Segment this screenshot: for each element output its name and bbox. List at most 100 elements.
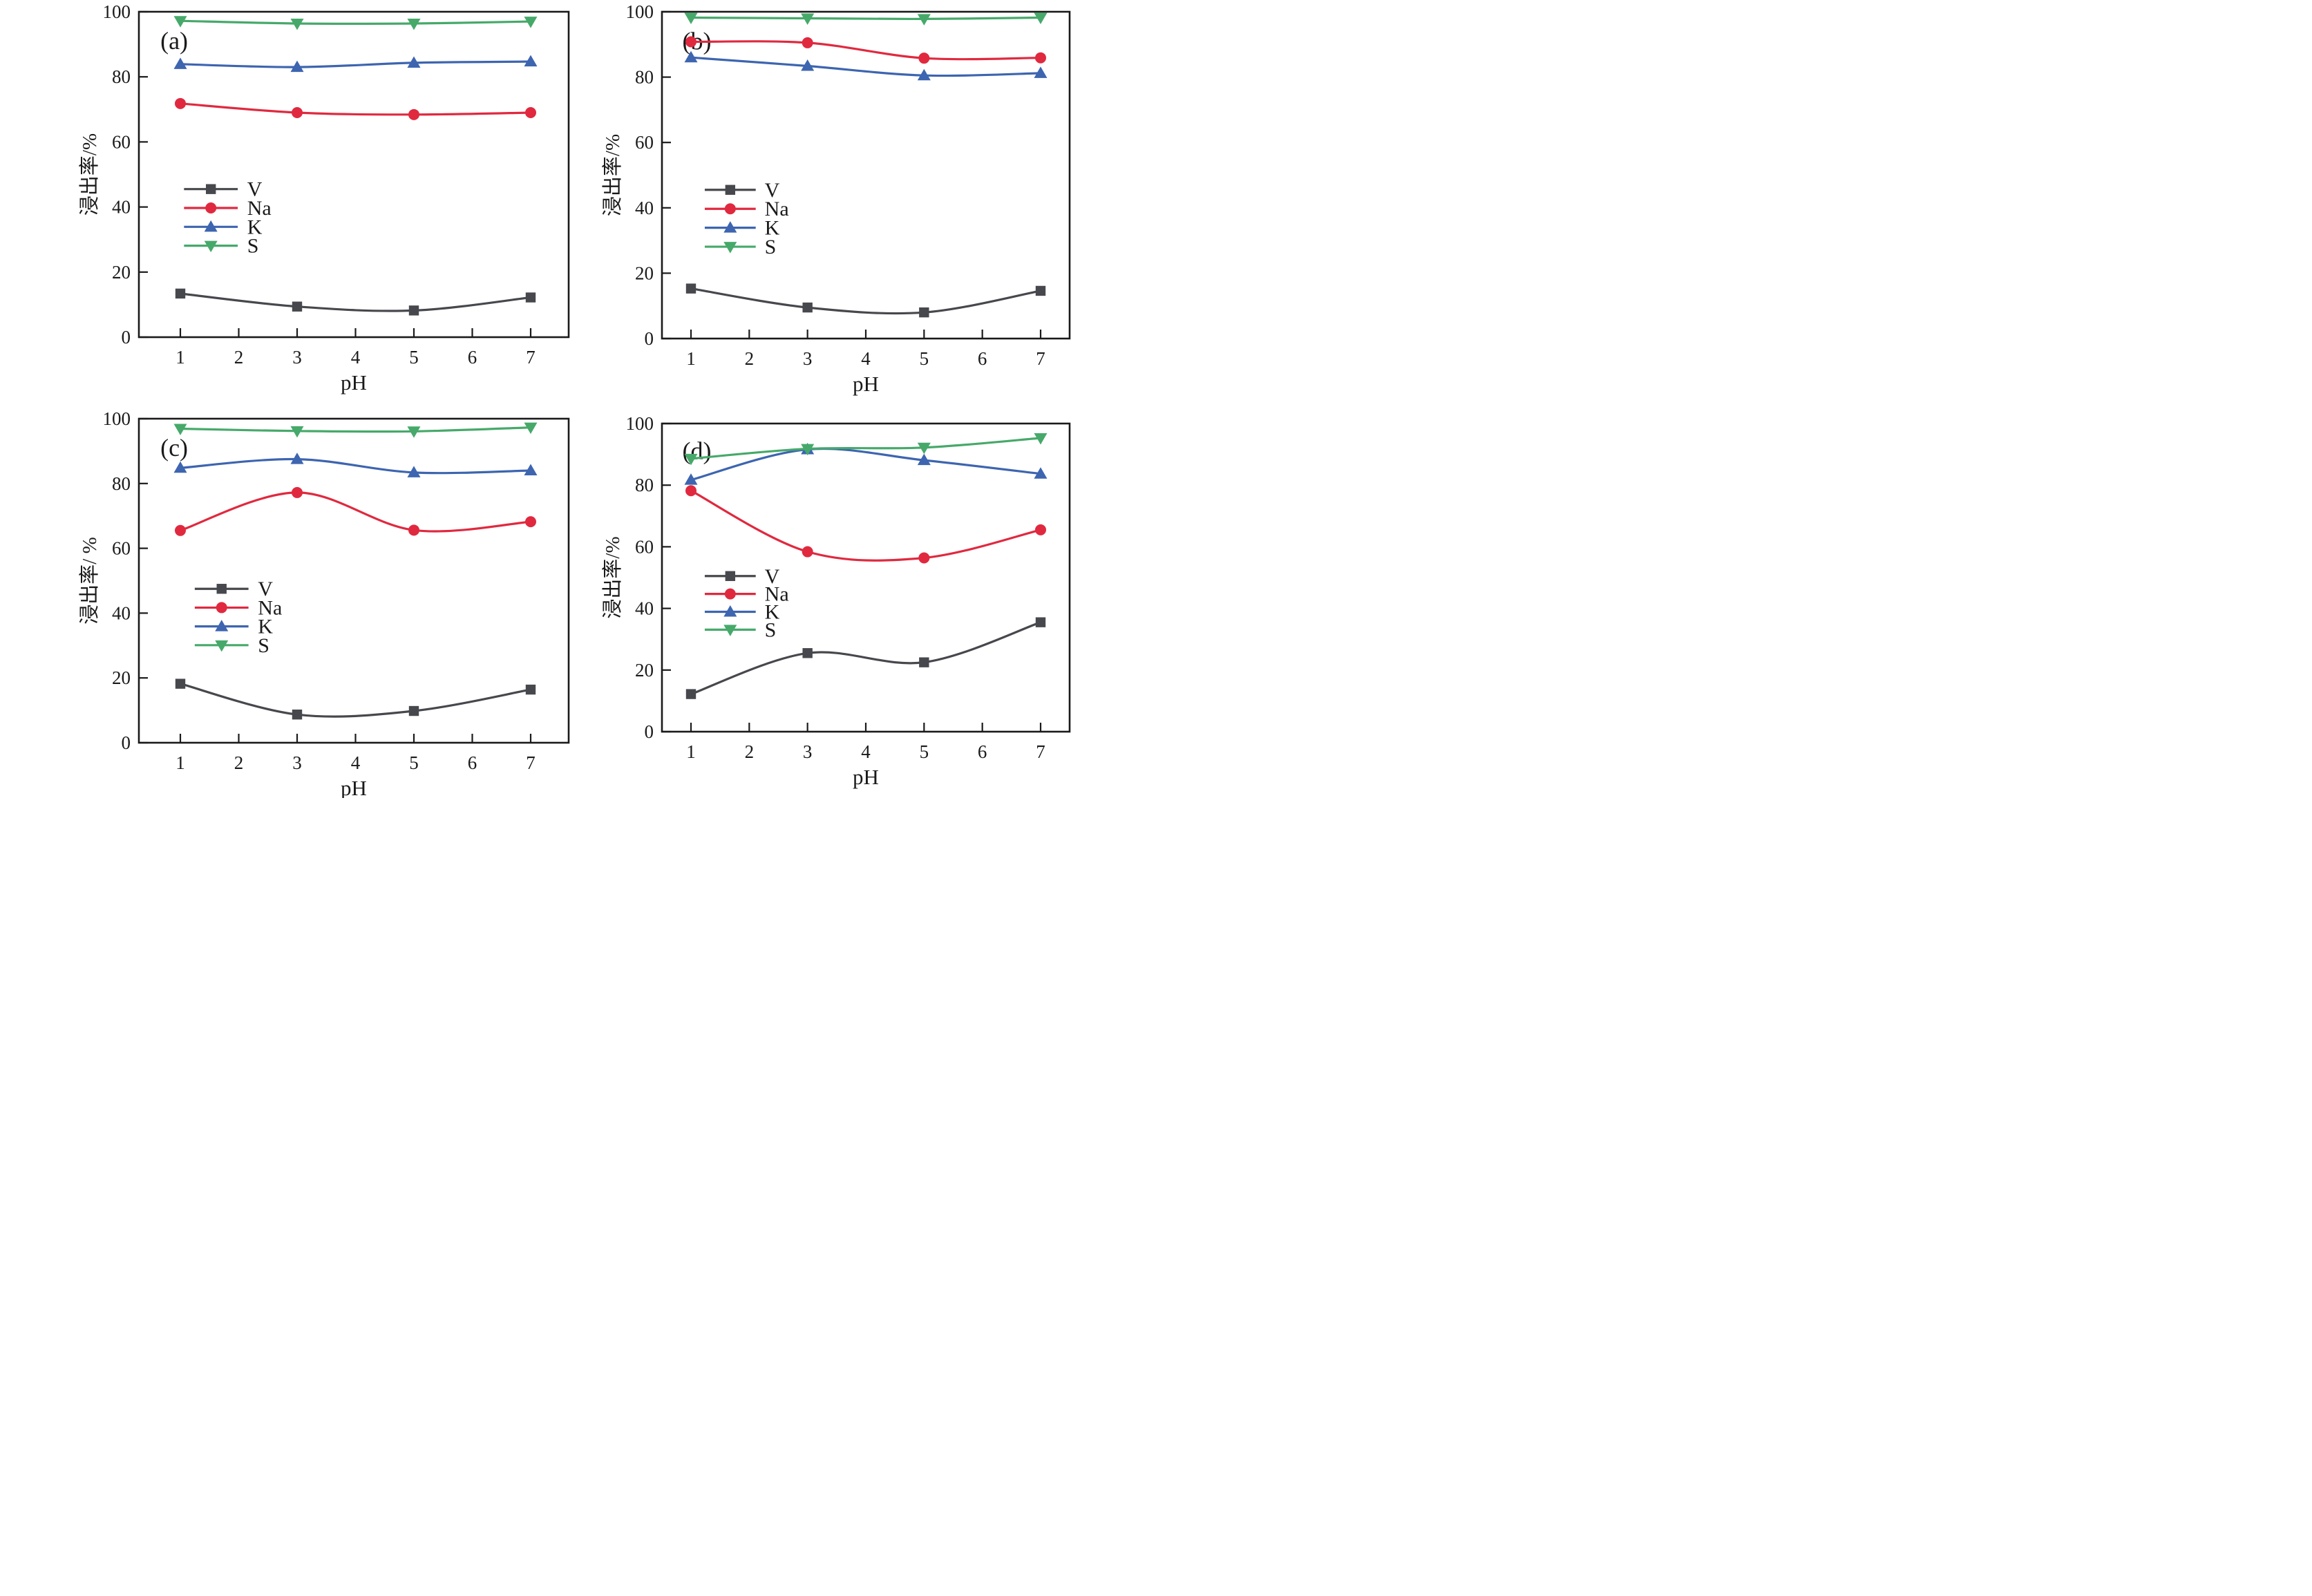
panel-label: (c) [160, 433, 188, 461]
legend-label-V: V [258, 578, 273, 600]
data-point-Na-icon [1034, 52, 1046, 64]
legend-marker-K-icon [204, 220, 218, 232]
x-axis-label: pH [341, 776, 367, 799]
y-tick-label: 80 [112, 66, 131, 87]
data-point-V-icon [685, 688, 696, 699]
x-tick-label: 1 [686, 741, 696, 762]
data-point-V-icon [1035, 616, 1045, 627]
x-tick-label: 2 [744, 348, 754, 369]
x-tick-label: 2 [744, 741, 754, 762]
data-point-S-icon [684, 453, 697, 465]
y-tick-label: 0 [644, 328, 654, 349]
x-axis-label: pH [853, 765, 879, 789]
legend-marker-Na-icon [205, 202, 217, 214]
data-point-K-icon [524, 55, 538, 67]
data-point-V-icon [292, 709, 303, 719]
y-axis-label: 浸出率/% [601, 134, 624, 216]
y-tick-label: 80 [635, 67, 654, 88]
data-point-V-icon [525, 292, 536, 303]
legend-marker-S-icon [723, 624, 737, 636]
legend-marker-Na-icon [216, 601, 227, 613]
y-tick-label: 40 [112, 197, 131, 218]
legend-marker-V-icon [205, 184, 216, 194]
x-tick-label: 6 [977, 741, 987, 762]
data-point-Na-icon [685, 484, 697, 496]
data-point-K-icon [407, 465, 421, 477]
data-point-V-icon [918, 656, 929, 667]
series-line-Na [179, 102, 532, 116]
y-tick-label: 40 [635, 198, 654, 218]
data-point-V-icon [685, 283, 696, 294]
series-line-V [179, 292, 532, 312]
legend-label-K: K [764, 600, 779, 623]
data-point-S-icon [917, 14, 931, 26]
data-point-Na-icon [175, 524, 186, 536]
x-tick-label: 4 [351, 752, 361, 773]
y-tick-label: 20 [112, 667, 131, 688]
data-point-K-icon [173, 57, 187, 69]
legend-label-Na: Na [258, 596, 282, 619]
data-point-S-icon [290, 18, 304, 30]
data-point-V-icon [408, 705, 419, 716]
legend-label-Na: Na [247, 197, 272, 220]
panel-a: 0 20 40 60 80 100 1 2 3 4 5 6 7 浸出率/% pH (a) V Na K S [0, 0, 578, 399]
x-axis-label: pH [341, 370, 367, 395]
data-point-Na-icon [525, 515, 536, 527]
x-tick-label: 6 [468, 752, 477, 773]
x-tick-label: 3 [802, 348, 812, 369]
data-point-K-icon [917, 68, 931, 81]
plot-border [138, 417, 570, 743]
y-tick-label: 100 [625, 1, 654, 22]
data-point-V-icon [408, 305, 419, 316]
data-point-S-icon [684, 12, 697, 25]
y-tick-label: 100 [625, 413, 654, 434]
panel-c: 0 20 40 60 80 100 1 2 3 4 5 6 7 浸出率/ % pH (c) V Na K S [0, 399, 578, 799]
legend-marker-V-icon [725, 571, 735, 581]
data-point-Na-icon [408, 524, 419, 535]
data-point-S-icon [407, 426, 421, 438]
data-point-K-icon [800, 59, 814, 71]
y-tick-label: 20 [112, 262, 131, 283]
series-line-Na [689, 40, 1042, 61]
data-point-K-icon [524, 464, 538, 475]
data-point-K-icon [917, 453, 931, 465]
data-point-V-icon [292, 301, 303, 312]
series-line-Na [179, 491, 532, 533]
data-point-S-icon [800, 444, 814, 455]
x-tick-label: 4 [861, 348, 871, 369]
series-line-V [689, 620, 1042, 695]
x-tick-label: 7 [1036, 348, 1045, 369]
data-point-S-icon [290, 426, 304, 437]
series-line-K [689, 56, 1042, 77]
series-line-S [179, 426, 532, 433]
data-point-Na-icon [1034, 524, 1046, 535]
data-point-Na-icon [408, 108, 419, 120]
x-tick-label: 4 [861, 741, 871, 762]
data-point-V-icon [802, 302, 813, 313]
legend-label-K: K [764, 217, 779, 240]
data-point-K-icon [1034, 66, 1047, 78]
x-tick-label: 3 [292, 752, 302, 773]
data-point-Na-icon [918, 551, 929, 563]
legend-label-V: V [764, 179, 779, 202]
legend-marker-S-icon [215, 640, 229, 652]
data-point-Na-icon [685, 36, 697, 48]
y-tick-label: 20 [635, 263, 654, 283]
data-point-Na-icon [525, 107, 536, 119]
x-tick-label: 1 [176, 347, 185, 368]
legend-marker-S-icon [204, 240, 218, 253]
legend-label-S: S [258, 634, 269, 656]
y-axis-label: 浸出率/ % [78, 537, 101, 624]
y-axis-label: 浸出率/% [601, 536, 624, 618]
y-tick-label: 40 [635, 598, 654, 618]
data-point-V-icon [175, 288, 186, 299]
figure-grid: 0 20 40 60 80 100 1 2 3 4 5 6 7 浸出率/% pH (a) V Na K S 0 20 40… [0, 0, 1156, 798]
y-tick-label: 0 [644, 721, 654, 742]
x-tick-label: 5 [919, 741, 929, 762]
legend-label-S: S [247, 235, 259, 258]
series-line-S [689, 16, 1042, 21]
data-point-V-icon [175, 678, 186, 689]
legend-marker-Na-icon [724, 203, 736, 215]
data-point-S-icon [917, 442, 931, 454]
panel-label: (a) [160, 27, 188, 55]
